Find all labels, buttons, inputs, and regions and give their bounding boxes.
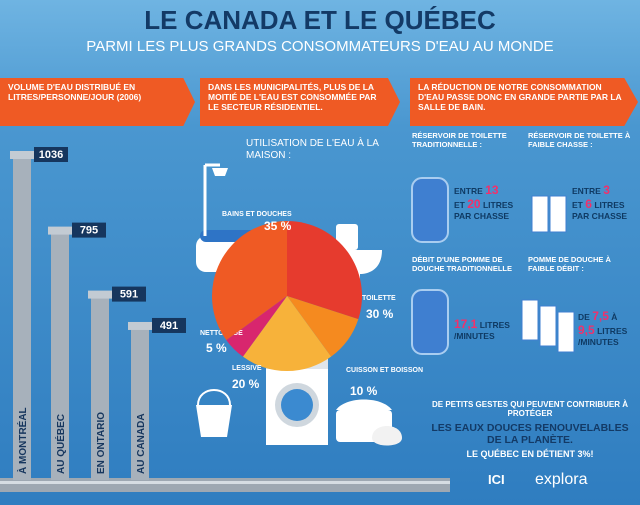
caption: POMME DE DOUCHE À FAIBLE DÉBIT : (528, 255, 611, 273)
logo-ici: ICI (488, 472, 505, 487)
stat-text: LITRES PAR CHASSE (572, 199, 628, 221)
slice-value: 10 % (350, 384, 378, 398)
banner-text: VOLUME D'EAU DISTRIBUÉ EN LITRES/PERSONN… (8, 82, 142, 102)
category-label: EN ONTARIO (96, 412, 107, 474)
pie-slice (287, 221, 362, 320)
stat-text: DE (578, 312, 590, 322)
pipe (13, 155, 31, 480)
pie-slice (242, 296, 332, 372)
stat-number: 13 (485, 183, 499, 197)
value-label: 795 (80, 225, 98, 237)
stat-number: 3 (603, 183, 610, 197)
pipe (51, 230, 69, 480)
footer-line: DE PETITS GESTES QUI PEUVENT CONTRIBUER … (431, 400, 629, 419)
slice-label: NETTOYAGE (200, 330, 243, 337)
slice-label: LESSIVE (232, 365, 262, 372)
pipe-cap (10, 151, 34, 159)
stat-number: 20 (467, 196, 481, 211)
caption: RÉSERVOIR DE TOILETTE À FAIBLE CHASSE : (528, 131, 631, 149)
banner-text: DANS LES MUNICIPALITÉS, PLUS DE LA MOITI… (208, 82, 377, 112)
pie-slice (212, 221, 287, 341)
slice-value: 5 % (206, 341, 227, 355)
value-box (152, 317, 186, 333)
stat-text: LITRES /MINUTES (454, 320, 510, 341)
stat-text: LITRES PAR CHASSE (454, 199, 514, 221)
stat-number: 9,5 (578, 322, 595, 337)
stat-number: 17,1 (454, 317, 478, 331)
category-label: AU CANADA (136, 413, 147, 474)
slice-label: TOILETTE (362, 295, 396, 302)
stat-number: 7,5 (592, 309, 609, 323)
slice-value: 35 % (264, 219, 292, 233)
pipe-cap (128, 321, 152, 330)
stat-number: 6 (585, 196, 592, 211)
pipe (91, 294, 109, 480)
category-label: AU QUÉBEC (54, 414, 67, 474)
caption: RÉSERVOIR DE TOILETTE TRADITIONNELLE : (412, 131, 507, 149)
slice-label: BAINS ET DOUCHES (222, 211, 292, 218)
stat: ENTRE 3 ET 6 LITRES PAR CHASSE (572, 183, 638, 221)
stat-text: ET (454, 199, 465, 210)
value-label: 1036 (39, 149, 63, 161)
banner: LA RÉDUCTION DE NOTRE CONSOMMATION D'EAU… (410, 78, 638, 126)
banner-text: LA RÉDUCTION DE NOTRE CONSOMMATION D'EAU… (418, 82, 622, 112)
value-box (72, 222, 106, 238)
title: LE CANADA ET LE QUÉBEC (144, 5, 496, 35)
slice-label: CUISSON ET BOISSON (346, 367, 423, 374)
stat-text: ET (572, 199, 583, 210)
water-bottles (411, 177, 449, 355)
value-label: 491 (160, 320, 178, 332)
pipe (131, 325, 149, 480)
slice-value: 20 % (232, 377, 260, 391)
pipe-base (0, 478, 450, 492)
stat-text: ENTRE (572, 186, 601, 196)
pipe-shine (0, 481, 450, 484)
stat: ENTRE 13 ET 20 LITRES PAR CHASSE (454, 183, 524, 221)
subtitle: PARMI LES PLUS GRANDS CONSOMMATEURS D'EA… (86, 38, 554, 55)
footer-line: LE QUÉBEC EN DÉTIENT 3%! (466, 449, 594, 459)
banner: DANS LES MUNICIPALITÉS, PLUS DE LA MOITI… (200, 78, 400, 126)
caption: DÉBIT D'UNE POMME DE DOUCHE TRADITIONNEL… (412, 255, 512, 273)
stat: DE 7,5 À 9,5 LITRES /MINUTES (578, 309, 638, 347)
category-label: À MONTRÉAL (16, 407, 29, 474)
pipe-cap (48, 226, 72, 235)
slice-value: 30 % (366, 307, 394, 321)
pie-slice (226, 296, 287, 357)
milk-cartons (521, 195, 575, 353)
stat-text: LITRES /MINUTES (578, 325, 628, 347)
stat: 17,1 LITRES /MINUTES (454, 317, 524, 342)
stat-text: ENTRE (454, 186, 483, 196)
value-label: 591 (120, 289, 138, 301)
pie-title: UTILISATION DE L'EAU À LA MAISON : (246, 138, 379, 161)
pipe-cap (88, 290, 112, 299)
footer-line: LES EAUX DOUCES RENOUVELABLES DE LA PLAN… (431, 422, 629, 447)
logo-explora: explora (535, 471, 588, 488)
stat-text: À (611, 312, 618, 322)
pie-slice (287, 296, 359, 357)
banner: VOLUME D'EAU DISTRIBUÉ EN LITRES/PERSONN… (0, 78, 195, 126)
pot (336, 399, 402, 446)
bucket (196, 389, 232, 437)
value-box (34, 147, 68, 162)
value-box (112, 286, 146, 302)
